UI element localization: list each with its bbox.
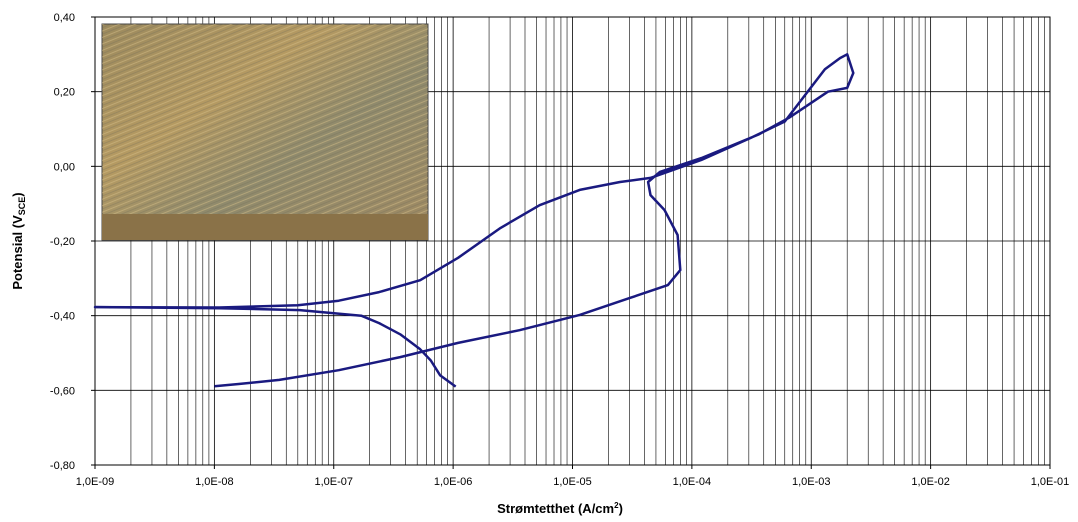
x-tick-label: 1,0E-04 (673, 476, 712, 488)
y-tick-label: 0,20 (54, 87, 75, 99)
x-tick-label: 1,0E-06 (434, 476, 473, 488)
x-axis-label: Strømtetthet (A/cm2) (497, 501, 623, 516)
x-tick-label: 1,0E-07 (314, 476, 353, 488)
y-label-end: ) (10, 192, 25, 196)
photo-edge (102, 214, 428, 240)
y-tick-label: -0,40 (50, 311, 75, 323)
y-axis-label: Potensial (VSCE) (10, 192, 27, 289)
y-label-text: Potensial (V (10, 215, 25, 290)
y-tick-label: -0,20 (50, 236, 75, 248)
x-tick-label: 1,0E-01 (1031, 476, 1070, 488)
y-tick-label: -0,60 (50, 385, 75, 397)
x-tick-label: 1,0E-03 (792, 476, 831, 488)
inset-photo (102, 24, 428, 240)
x-tick-label: 1,0E-02 (911, 476, 950, 488)
x-tick-label: 1,0E-09 (76, 476, 115, 488)
chart: 1,0E-09 1,0E-08 1,0E-07 1,0E-06 1,0E-05 1,0E-… (0, 0, 1078, 522)
y-tick-label: -0,80 (50, 460, 75, 472)
y-tick-label: 0,40 (54, 12, 75, 24)
photo-texture (102, 24, 428, 214)
x-label-end: ) (619, 501, 623, 516)
y-label-sub: SCE (17, 197, 27, 216)
x-tick-label: 1,0E-08 (195, 476, 234, 488)
x-label-text: Strømtetthet (A/cm (497, 501, 614, 516)
x-tick-label: 1,0E-05 (553, 476, 592, 488)
y-tick-label: 0,00 (54, 161, 75, 173)
